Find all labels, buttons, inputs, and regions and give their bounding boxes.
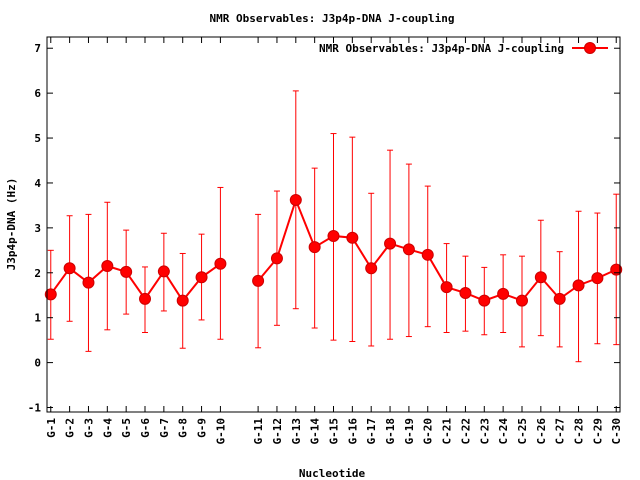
data-point bbox=[497, 287, 510, 300]
data-point bbox=[44, 288, 57, 301]
legend-marker-sample bbox=[584, 42, 596, 54]
data-point bbox=[252, 274, 265, 287]
x-tick-label: G-5 bbox=[120, 418, 133, 438]
x-tick-label: G-7 bbox=[158, 418, 171, 438]
x-tick-label: G-11 bbox=[252, 418, 265, 445]
data-point bbox=[139, 292, 152, 305]
x-tick-label: G-1 bbox=[45, 418, 58, 438]
legend: NMR Observables: J3p4p-DNA J-coupling bbox=[319, 42, 608, 55]
x-tick-label: C-29 bbox=[591, 418, 604, 445]
x-tick-label: G-10 bbox=[214, 418, 227, 445]
x-tick-label: G-9 bbox=[196, 418, 209, 438]
data-point bbox=[402, 243, 415, 256]
x-axis-label: Nucleotide bbox=[299, 467, 366, 480]
x-tick-label: G-20 bbox=[422, 418, 435, 445]
x-tick-label: G-13 bbox=[290, 418, 303, 445]
x-tick-label: G-15 bbox=[328, 418, 341, 445]
data-point bbox=[591, 272, 604, 285]
data-point bbox=[82, 276, 95, 289]
x-tick-label: C-30 bbox=[610, 418, 623, 445]
data-point bbox=[270, 252, 283, 265]
legend-label: NMR Observables: J3p4p-DNA J-coupling bbox=[319, 42, 564, 55]
data-point bbox=[534, 271, 547, 284]
x-tick-label: G-18 bbox=[384, 418, 397, 445]
x-tick-label: G-12 bbox=[271, 418, 284, 445]
chart-title: NMR Observables: J3p4p-DNA J-coupling bbox=[209, 12, 454, 25]
y-tick-label: 3 bbox=[34, 222, 41, 235]
data-point bbox=[478, 294, 491, 307]
x-tick-label: C-27 bbox=[554, 418, 567, 445]
data-point bbox=[384, 237, 397, 250]
x-tick-label: G-14 bbox=[309, 418, 322, 445]
y-tick-label: 1 bbox=[34, 312, 41, 325]
data-point bbox=[440, 281, 453, 294]
series-line bbox=[49, 262, 221, 303]
axes: -1 0 1 2 3 4 5 6 7 G-1 G-2 G-3 G-4 G-5 G-6 G-7 G-8 G-9 G-1… bbox=[28, 37, 623, 445]
data-point bbox=[157, 265, 170, 278]
x-tick-label: C-28 bbox=[573, 418, 586, 445]
data-point bbox=[289, 194, 302, 207]
data-point bbox=[120, 265, 133, 278]
x-tick-label: C-26 bbox=[535, 418, 548, 445]
data-point bbox=[308, 241, 321, 254]
x-tick-label: G-6 bbox=[139, 418, 152, 438]
data-point bbox=[176, 294, 189, 307]
x-tick-label: C-25 bbox=[516, 418, 529, 445]
data-point bbox=[572, 279, 585, 292]
y-tick-label: 7 bbox=[34, 42, 41, 55]
y-tick-label: -1 bbox=[28, 402, 42, 415]
data-point bbox=[63, 262, 76, 275]
data-point bbox=[101, 260, 114, 273]
x-tick-label: C-24 bbox=[497, 418, 510, 445]
data-point bbox=[346, 231, 359, 244]
y-axis-label: J3p4p-DNA (Hz) bbox=[5, 178, 18, 271]
x-tick-label: C-23 bbox=[478, 418, 491, 445]
data-point bbox=[195, 271, 208, 284]
x-tick-label: G-8 bbox=[177, 418, 190, 438]
x-tick-label: G-2 bbox=[64, 418, 77, 438]
y-tick-label: 4 bbox=[34, 177, 41, 190]
y-tick-label: 6 bbox=[34, 87, 41, 100]
data-point bbox=[553, 292, 566, 305]
data-point bbox=[214, 257, 227, 270]
x-tick-label: C-22 bbox=[459, 418, 472, 445]
y-tick-label: 0 bbox=[34, 357, 41, 370]
x-tick-label: G-16 bbox=[346, 418, 359, 445]
y-tick-label: 2 bbox=[34, 267, 41, 280]
x-tick-label: C-21 bbox=[441, 418, 454, 445]
x-tick-label: G-3 bbox=[82, 418, 95, 438]
plot-area bbox=[44, 90, 623, 363]
y-tick-label: 5 bbox=[34, 132, 41, 145]
x-tick-label: G-19 bbox=[403, 418, 416, 445]
data-point bbox=[327, 229, 340, 242]
data-point bbox=[459, 286, 472, 299]
x-tick-label: G-4 bbox=[101, 418, 114, 438]
data-point bbox=[421, 248, 434, 261]
data-point bbox=[515, 294, 528, 307]
x-tick-label: G-17 bbox=[365, 418, 378, 445]
data-point bbox=[365, 262, 378, 275]
